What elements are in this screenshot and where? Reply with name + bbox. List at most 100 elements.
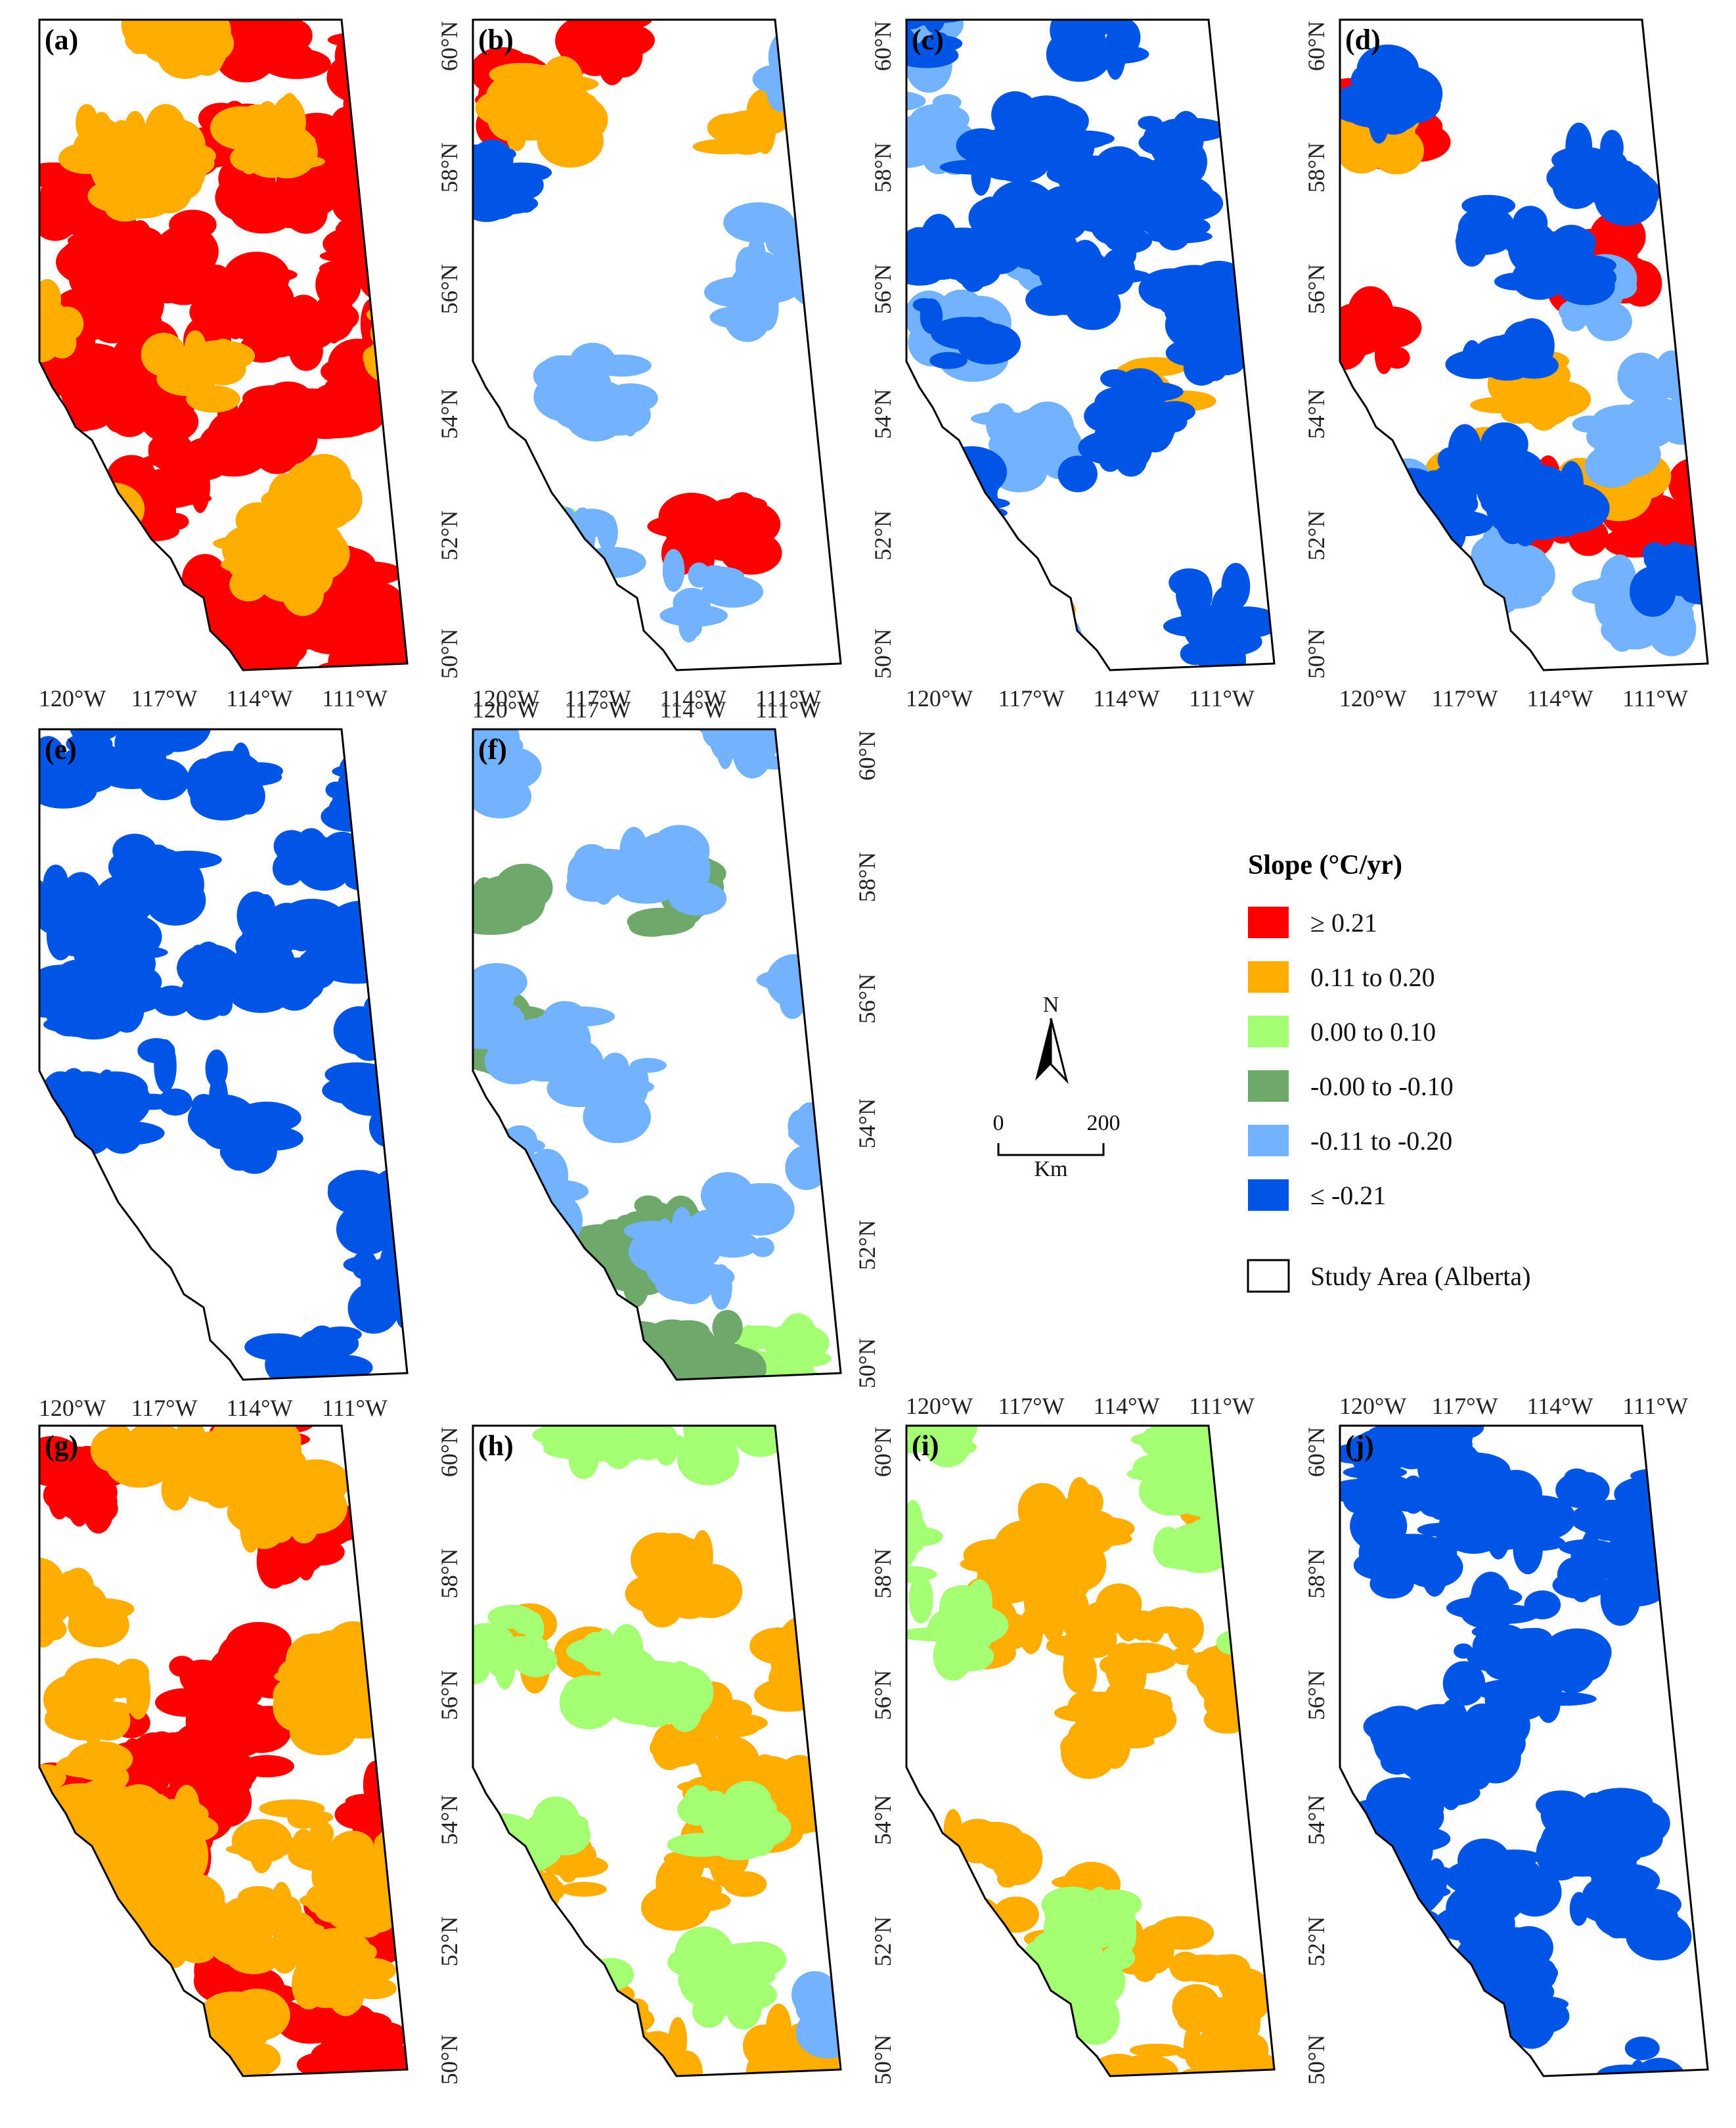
- pixel-patch: [87, 1925, 126, 1949]
- cluster-o: [121, 0, 236, 66]
- pixel-patch: [521, 1307, 552, 1352]
- pixel-patch: [1343, 1483, 1373, 1514]
- cluster-r: [85, 579, 207, 669]
- pixel-patch: [906, 1962, 942, 1993]
- pixel-patch: [322, 1075, 389, 1105]
- pixel-patch: [1428, 489, 1479, 519]
- pixel-patch: [906, 1985, 933, 2009]
- pixel-patch: [1168, 568, 1210, 597]
- pixel-patch: [923, 500, 956, 539]
- pixel-patch: [265, 903, 309, 951]
- pixel-patch: [906, 233, 948, 270]
- pixel-patch: [1040, 185, 1091, 225]
- pixel-patch: [483, 1198, 507, 1251]
- pixel-patch: [391, 890, 407, 934]
- pixel-patch: [51, 505, 100, 544]
- pixel-patch: [723, 1202, 746, 1238]
- pixel-patch: [1352, 520, 1393, 560]
- lon-tick-label: 111°W: [322, 685, 388, 712]
- pixel-patch: [1340, 102, 1375, 120]
- pixel-patch: [1234, 1482, 1260, 1529]
- panel-label: (i): [912, 1430, 939, 1462]
- pixel-patch: [311, 2041, 363, 2070]
- pixel-patch: [508, 1206, 543, 1229]
- pixel-patch: [941, 496, 1010, 510]
- pixel-patch: [42, 570, 103, 620]
- pixel-patch: [58, 1783, 104, 1798]
- pixel-patch: [805, 1659, 830, 1690]
- lat-tick-label: 54°N: [436, 1795, 462, 1845]
- pixel-patch: [1274, 1490, 1294, 1541]
- lat-tick-label: 60°N: [1303, 21, 1329, 71]
- lat-tick-label: 58°N: [436, 1549, 462, 1598]
- pixel-patch: [534, 554, 592, 599]
- pixel-patch: [39, 297, 43, 334]
- pixel-patch: [1042, 1523, 1094, 1547]
- cluster-o: [943, 1809, 1043, 1888]
- pixel-patch: [1340, 523, 1392, 541]
- pixel-patch: [299, 945, 338, 989]
- pixel-patch: [510, 571, 535, 620]
- cluster-b: [1468, 1951, 1570, 2049]
- legend-label: -0.00 to -0.10: [1310, 1072, 1454, 1101]
- pixel-patch: [60, 584, 105, 611]
- pixel-patch: [565, 2024, 628, 2064]
- pixel-patch: [263, 1499, 319, 1534]
- pixel-patch: [181, 0, 201, 20]
- cluster-o: [39, 1557, 135, 1648]
- pixel-patch: [706, 1431, 737, 1464]
- pixel-patch: [500, 116, 527, 139]
- cluster-o: [39, 480, 145, 572]
- pixel-patch: [391, 1662, 407, 1711]
- pixel-patch: [994, 627, 1057, 670]
- pixel-patch: [259, 1939, 309, 1966]
- pixel-patch: [473, 1357, 521, 1380]
- pixel-patch: [39, 1842, 102, 1880]
- pixel-patch: [1065, 2084, 1130, 2102]
- pixel-patch: [997, 622, 1045, 670]
- pixel-patch: [728, 1791, 748, 1841]
- pixel-patch: [371, 1629, 407, 1667]
- pixel-patch: [1684, 1531, 1708, 1556]
- pixel-patch: [388, 41, 407, 83]
- pixel-patch: [349, 1014, 389, 1061]
- cluster-lb: [473, 729, 542, 819]
- pixel-patch: [1368, 1916, 1423, 1958]
- pixel-patch: [811, 1766, 841, 1811]
- pixel-patch: [825, 48, 841, 82]
- pixel-patch: [39, 1840, 44, 1880]
- pixel-patch: [77, 523, 146, 570]
- pixel-patch: [347, 1282, 400, 1334]
- pixel-patch: [64, 495, 121, 545]
- pixel-patch: [709, 306, 767, 329]
- pixel-patch: [95, 532, 138, 559]
- pixel-patch: [1253, 1528, 1274, 1568]
- pixel-patch: [720, 1714, 768, 1732]
- pixel-patch: [1146, 229, 1213, 244]
- pixel-patch: [1410, 547, 1447, 573]
- pixel-patch: [1220, 1433, 1274, 1453]
- pixel-patch: [109, 380, 141, 399]
- pixel-patch: [1593, 404, 1660, 434]
- pixel-patch: [621, 2042, 659, 2056]
- pixel-patch: [510, 863, 543, 895]
- pixel-patch: [112, 834, 157, 868]
- lat-tick-label: 54°N: [854, 1098, 880, 1148]
- pixel-patch: [56, 580, 119, 595]
- legend-label: -0.11 to -0.20: [1310, 1126, 1452, 1156]
- cluster-o: [206, 1882, 324, 1974]
- pixel-patch: [802, 36, 841, 53]
- pixel-patch: [1630, 2058, 1688, 2076]
- cluster-g: [667, 1780, 791, 1861]
- pixel-patch: [1015, 194, 1044, 246]
- pixel-patch: [473, 997, 497, 1043]
- pixel-patch: [391, 769, 407, 792]
- pixel-patch: [382, 1786, 407, 1801]
- cluster-o: [325, 1663, 397, 1739]
- pixel-patch: [39, 1851, 75, 1871]
- pixel-patch: [749, 1426, 783, 1436]
- pixel-patch: [364, 855, 407, 901]
- pixel-patch: [1548, 225, 1595, 271]
- pixel-patch: [906, 2007, 939, 2035]
- pixel-patch: [386, 1677, 407, 1695]
